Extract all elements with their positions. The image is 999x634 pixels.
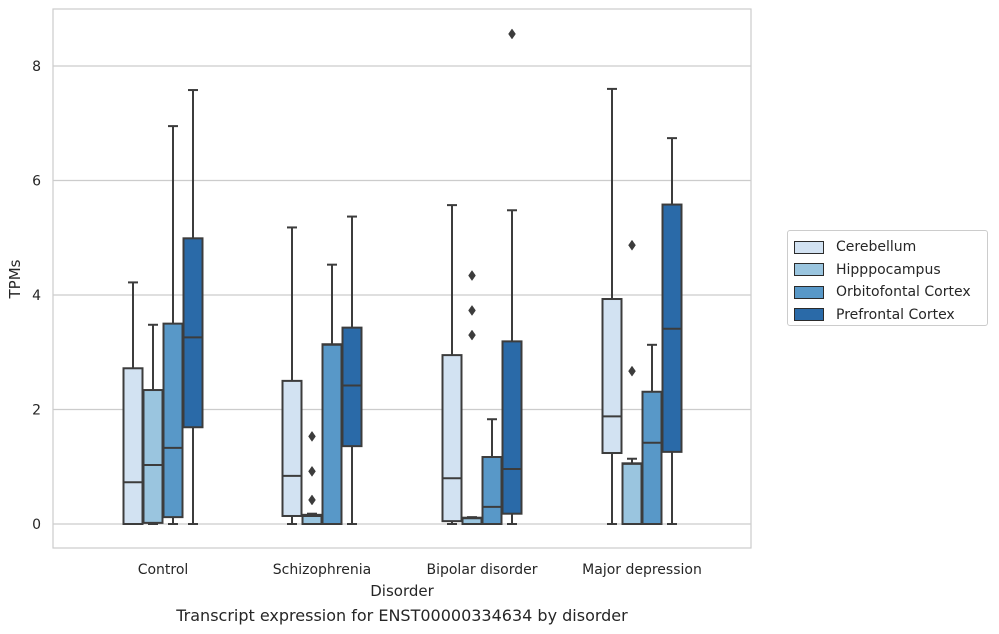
- flier-point-1: [308, 465, 316, 477]
- figure-caption: Transcript expression for ENST0000033463…: [176, 606, 628, 625]
- legend-item-prefrontal: Prefrontal Cortex: [794, 304, 987, 327]
- legend-swatch-prefrontal: [794, 308, 824, 322]
- flier-point-0: [628, 365, 636, 377]
- box-rect: [321, 343, 343, 525]
- box-1-3: [621, 239, 643, 526]
- box-rect: [281, 379, 303, 517]
- box-rect: [481, 456, 503, 525]
- y-tick-label-6: 6: [32, 174, 41, 190]
- flier-point-2: [468, 270, 476, 281]
- box-rect: [621, 462, 643, 526]
- box-rect: [341, 326, 363, 448]
- legend-label-prefrontal: Prefrontal Cortex: [836, 306, 955, 323]
- box-1-2: [461, 270, 483, 526]
- box-0-0: [122, 281, 144, 525]
- box-3-2: [501, 28, 523, 525]
- box-2-1: [321, 263, 343, 525]
- y-tick-label-2: 2: [32, 403, 41, 419]
- x-tick-label-1: Schizophrenia: [273, 562, 371, 578]
- legend-item-cerebellum: Cerebellum: [794, 236, 987, 259]
- box-rect: [182, 237, 204, 429]
- x-tick-label-2: Bipolar disorder: [426, 562, 537, 578]
- legend-label-cerebellum: Cerebellum: [836, 239, 917, 256]
- box-groups: [122, 28, 683, 526]
- box-2-3: [641, 343, 663, 525]
- y-tick-labels: 0 2 4 6 8: [32, 59, 41, 533]
- legend: Cerebellum Hipppocampus Orbitofontal Cor…: [787, 230, 988, 326]
- flier-point-1: [468, 305, 476, 316]
- box-rect: [441, 354, 463, 523]
- legend-item-orbitofrontal: Orbitofontal Cortex: [794, 281, 987, 304]
- box-rect: [122, 367, 144, 525]
- box-3-1: [341, 215, 363, 525]
- box-1-0: [142, 323, 164, 525]
- box-3-0: [182, 89, 204, 525]
- x-tick-label-0: Control: [138, 562, 189, 578]
- y-tick-label-8: 8: [32, 59, 41, 75]
- legend-swatch-cerebellum: [794, 240, 824, 254]
- legend-label-hippocampus: Hipppocampus: [836, 261, 941, 278]
- box-rect: [641, 390, 663, 525]
- y-tick-label-0: 0: [32, 517, 41, 533]
- flier-point-0: [508, 28, 516, 40]
- x-tick-labels: Control Schizophrenia Bipolar disorder Majo…: [138, 562, 702, 578]
- plot-area-frame: [52, 8, 752, 549]
- y-tick-label-4: 4: [32, 288, 41, 304]
- legend-item-hippocampus: Hipppocampus: [794, 259, 987, 282]
- box-rect: [142, 389, 164, 524]
- flier-point-0: [308, 494, 316, 506]
- x-tick-label-3: Major depression: [582, 562, 702, 578]
- box-rect: [162, 322, 184, 519]
- box-rect: [501, 340, 523, 515]
- flier-point-1: [628, 239, 636, 251]
- y-axis-label: TPMs: [6, 259, 24, 299]
- box-rect: [601, 298, 623, 455]
- x-axis-label: Disorder: [370, 582, 434, 600]
- box-0-3: [601, 87, 623, 525]
- box-3-3: [661, 137, 683, 525]
- flier-point-2: [308, 430, 316, 442]
- box-0-2: [441, 204, 463, 525]
- box-2-2: [481, 418, 503, 525]
- legend-swatch-hippocampus: [794, 263, 824, 277]
- box-1-1: [301, 430, 323, 526]
- legend-swatch-orbitofrontal: [794, 285, 824, 299]
- legend-label-orbitofrontal: Orbitofontal Cortex: [836, 284, 971, 301]
- flier-point-0: [468, 329, 476, 341]
- box-0-1: [281, 226, 303, 525]
- box-2-0: [162, 125, 184, 525]
